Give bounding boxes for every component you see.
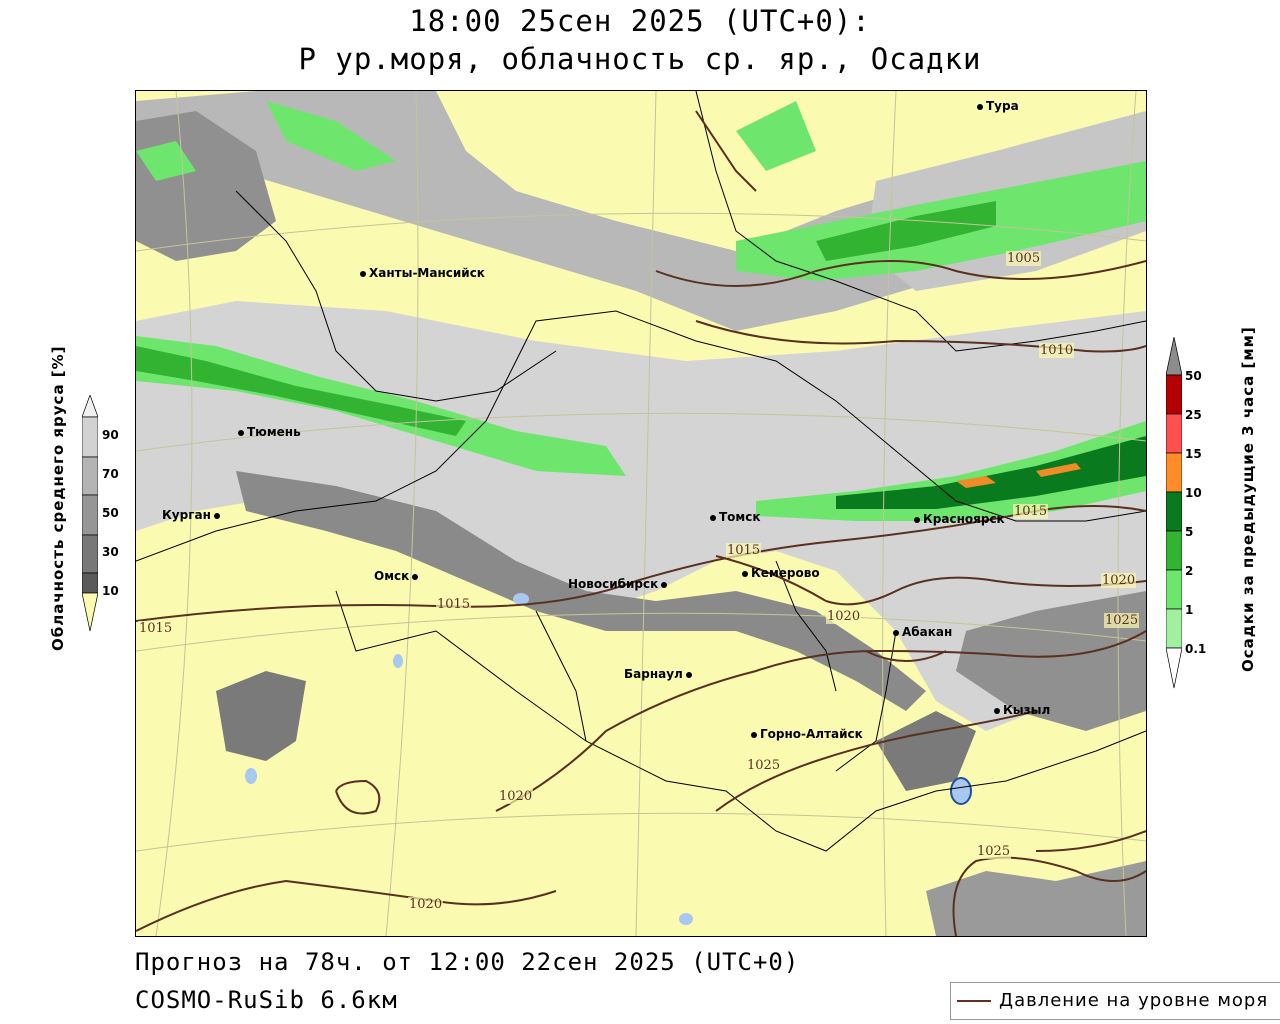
city-label: Новосибирск — [568, 577, 659, 591]
cloud-blob-southwest — [216, 671, 306, 761]
precip-band-east-core — [836, 436, 1146, 509]
precip-band-north-core — [816, 201, 996, 261]
precip-tick: 0.1 — [1185, 642, 1207, 656]
city-label: Тура — [986, 99, 1019, 113]
cloud-tick: 10 — [102, 584, 119, 598]
city-krasnoyarsk: Красноярск — [914, 512, 1005, 526]
city-marker — [994, 707, 1000, 714]
city-label: Абакан — [902, 625, 953, 639]
city-kemerovo: Кемерово — [742, 566, 820, 580]
precip-nw-patches — [136, 101, 816, 181]
lake-3 — [513, 593, 529, 605]
isobar-label: 1025 — [976, 844, 1012, 859]
city-marker — [893, 629, 899, 636]
city-label: Кемерово — [751, 566, 820, 580]
pressure-legend: Давление на уровне моря — [950, 982, 1280, 1020]
lake-4 — [679, 913, 693, 925]
city-marker — [742, 570, 748, 577]
precip-tick: 2 — [1185, 564, 1194, 578]
city-marker — [213, 512, 220, 519]
city-label: Омск — [374, 569, 410, 583]
cloud-east-dark — [956, 591, 1146, 731]
city-marker — [751, 731, 757, 738]
isobar-label: 1025 — [1104, 613, 1140, 628]
model-name: COSMO-RuSib 6.6км — [135, 986, 398, 1014]
city-gorno-altaysk: Горно-Алтайск — [751, 727, 863, 741]
isobar-label: 1015 — [138, 621, 174, 636]
city-label: Красноярск — [923, 512, 1005, 526]
city-khanty-mansiysk: Ханты-Мансийск — [360, 266, 485, 280]
pressure-legend-label: Давление на уровне моря — [999, 990, 1269, 1011]
city-label: Томск — [719, 510, 761, 524]
cloud-tick: 90 — [102, 428, 119, 442]
city-label: Ханты-Мансийск — [369, 266, 485, 280]
cloud-tick: 50 — [102, 506, 119, 520]
city-label: Тюмень — [247, 425, 301, 439]
cloud-colorbar — [82, 395, 98, 632]
isobar-label: 1015 — [726, 543, 762, 558]
isobar-label: 1020 — [408, 897, 444, 912]
city-label: Кызыл — [1003, 703, 1051, 717]
isobar-label: 1020 — [498, 789, 534, 804]
city-tyumen: Тюмень — [238, 425, 301, 439]
map-layers — [136, 91, 1146, 936]
map-title-line1: 18:00 25сен 2025 (UTC+0): — [409, 4, 871, 38]
precip-tick: 25 — [1185, 408, 1202, 422]
city-abakan: Абакан — [893, 625, 952, 639]
forecast-info: Прогноз на 78ч. от 12:00 22сен 2025 (UTC… — [135, 948, 800, 976]
precip-tick: 15 — [1185, 447, 1202, 461]
cloud-tick: 30 — [102, 545, 119, 559]
lake-1 — [950, 777, 972, 805]
precip-band-west-core — [136, 346, 466, 436]
precip-tick: 10 — [1185, 486, 1202, 500]
city-barnaul: Барнаул — [624, 667, 695, 681]
isobar-label: 1015 — [436, 597, 472, 612]
precip-colorbar — [1166, 337, 1182, 689]
city-tura: Тура — [977, 99, 1019, 113]
isobar-label: 1010 — [1039, 343, 1075, 358]
isobar-label: 1005 — [1006, 251, 1042, 266]
precip-east-orange — [956, 463, 1081, 488]
precip-colorbar-title: Осадки за предыдущие 3 часа [мм] — [1239, 326, 1257, 672]
cloud-colorbar-title: Облачность среднего яруса [%] — [49, 345, 67, 651]
lake-2 — [245, 768, 257, 784]
city-marker — [710, 514, 716, 521]
map-title-line2: P ур.моря, облачность ср. яр., Осадки — [298, 42, 982, 76]
admin-borders — [136, 91, 1146, 852]
city-omsk: Омск — [374, 569, 421, 583]
isobar-label: 1020 — [1101, 573, 1137, 588]
city-marker — [977, 103, 983, 110]
city-kurgan: Курган — [162, 508, 223, 522]
graticule — [136, 91, 1146, 936]
cloud-band-main-dark — [236, 471, 926, 711]
city-novosibirsk: Новосибирск — [568, 577, 670, 591]
cloud-scatter-altai — [876, 711, 976, 791]
city-marker — [661, 581, 668, 588]
isobar-label: 1020 — [826, 609, 862, 624]
lake-5 — [393, 654, 403, 668]
city-label: Горно-Алтайск — [760, 727, 863, 741]
city-marker — [412, 573, 419, 580]
cloud-tick: 70 — [102, 467, 119, 481]
precip-tick: 50 — [1185, 369, 1202, 383]
city-label: Курган — [162, 508, 211, 522]
isobar-label: 1015 — [1013, 504, 1049, 519]
city-marker — [360, 270, 366, 277]
precip-tick: 5 — [1185, 525, 1194, 539]
isobar-label: 1025 — [746, 758, 782, 773]
precip-tick: 1 — [1185, 603, 1194, 617]
city-label: Барнаул — [624, 667, 683, 681]
city-kyzyl: Кызыл — [994, 703, 1050, 717]
city-tomsk: Томск — [710, 510, 761, 524]
city-marker — [914, 516, 920, 523]
forecast-map: 1005 1010 1015 1015 1015 1015 1020 1020 … — [135, 90, 1147, 937]
cloud-blob-southeast — [926, 861, 1146, 936]
pressure-legend-line — [957, 1000, 991, 1002]
city-marker — [238, 429, 244, 436]
city-marker — [685, 671, 692, 678]
